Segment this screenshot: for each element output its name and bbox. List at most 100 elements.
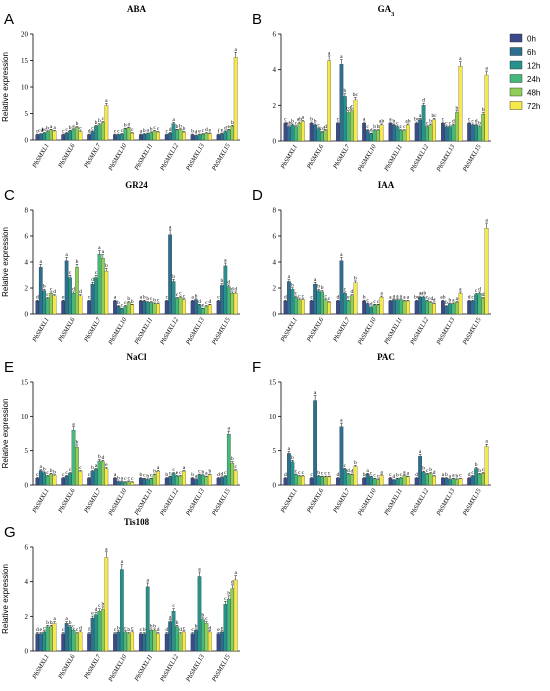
bar: [71, 129, 76, 141]
category-label: PbSMXL12: [159, 487, 181, 518]
bar: [395, 126, 400, 142]
bar: [336, 478, 340, 486]
bar: [388, 300, 393, 315]
significance-label: c: [400, 472, 403, 478]
significance-label: d: [53, 289, 56, 295]
bar: [104, 270, 109, 315]
bar: [45, 131, 50, 141]
significance-label: c: [426, 120, 429, 126]
significance-label: b: [429, 118, 432, 124]
significance-label: b: [393, 118, 396, 124]
significance-label: c: [121, 128, 124, 134]
bar: [414, 300, 419, 315]
significance-label: a: [485, 439, 488, 445]
significance-label: a: [340, 252, 343, 258]
bar: [94, 614, 98, 652]
significance-label: c: [337, 117, 340, 123]
bar: [290, 461, 295, 486]
significance-label: d: [79, 625, 82, 631]
significance-label: d: [468, 295, 471, 301]
significance-label: c: [140, 627, 143, 633]
significance-label: d: [231, 579, 234, 585]
legend-swatch: [509, 74, 523, 83]
bar: [87, 300, 91, 315]
significance-label: b: [95, 120, 98, 126]
legend-label: 24h: [527, 75, 540, 84]
significance-label: a: [105, 546, 108, 552]
category-label: PbSMXL13: [435, 143, 457, 174]
y-tick-label: 6: [273, 31, 277, 39]
significance-label: e: [62, 295, 65, 301]
significance-label: c: [128, 475, 131, 481]
significance-label: c: [69, 467, 72, 473]
category-label: PbSMXL13: [184, 316, 206, 347]
category-label: PbSMXL10: [356, 487, 378, 518]
significance-label: c: [50, 286, 53, 292]
bar: [395, 299, 400, 315]
significance-label: d: [179, 627, 182, 633]
significance-label: a: [146, 578, 149, 584]
bar: [425, 126, 429, 142]
category-label: PbSMXL7: [83, 316, 103, 344]
bar: [441, 123, 445, 142]
significance-label: a: [485, 218, 488, 224]
bar: [145, 133, 150, 141]
bar: [142, 300, 147, 315]
category-label: PbSMXL6: [57, 653, 77, 681]
bar: [216, 300, 221, 315]
bar: [156, 633, 160, 652]
bar: [75, 447, 79, 486]
significance-label: c: [183, 293, 186, 299]
bar: [182, 631, 186, 652]
bar: [372, 130, 377, 142]
category-label: PbSMXL11: [383, 144, 404, 174]
significance-label: c: [46, 470, 49, 476]
bar: [49, 129, 53, 141]
bar: [68, 626, 72, 652]
significance-label: a: [400, 293, 403, 299]
bar: [230, 293, 235, 315]
significance-label: c: [449, 120, 452, 126]
significance-label: c: [370, 471, 373, 477]
significance-label: a: [314, 277, 317, 283]
significance-label: f: [218, 128, 220, 135]
bar: [90, 131, 95, 141]
significance-label: c: [176, 292, 179, 298]
bar: [119, 308, 124, 315]
y-tick-label: 10: [21, 84, 29, 92]
bar: [42, 472, 47, 486]
category-label: PbSMXL7: [83, 487, 103, 515]
category-label: PbSMXL10: [107, 142, 129, 173]
significance-label: c: [224, 596, 227, 602]
bar: [283, 300, 288, 315]
y-tick-label: 4: [273, 259, 277, 267]
category-label: PbSMXL12: [409, 316, 431, 347]
significance-label: b: [179, 123, 182, 129]
y-tick-label: 0: [25, 311, 29, 319]
significance-label: c: [179, 291, 182, 297]
panel-letter: A: [4, 11, 14, 28]
significance-label: b: [98, 118, 101, 124]
significance-label: b: [153, 469, 156, 475]
significance-label: d: [217, 472, 220, 478]
significance-label: c: [198, 469, 201, 475]
significance-label: c: [471, 470, 474, 476]
significance-label: a: [195, 473, 198, 479]
significance-label: e: [228, 124, 231, 130]
category-label: PbSMXL11: [383, 488, 404, 518]
bar: [220, 133, 224, 141]
significance-label: b: [43, 466, 46, 472]
bar: [467, 123, 471, 142]
category-label: PbSMXL1: [31, 317, 51, 345]
significance-label: c: [471, 295, 474, 301]
significance-label: b: [176, 620, 179, 626]
bar: [171, 611, 176, 652]
panel-title: ABA: [127, 4, 147, 14]
bar: [323, 476, 328, 486]
legend-swatch: [509, 101, 523, 110]
significance-label: c: [205, 300, 208, 306]
bar: [87, 633, 91, 652]
bar: [164, 633, 169, 652]
bar: [130, 304, 135, 315]
